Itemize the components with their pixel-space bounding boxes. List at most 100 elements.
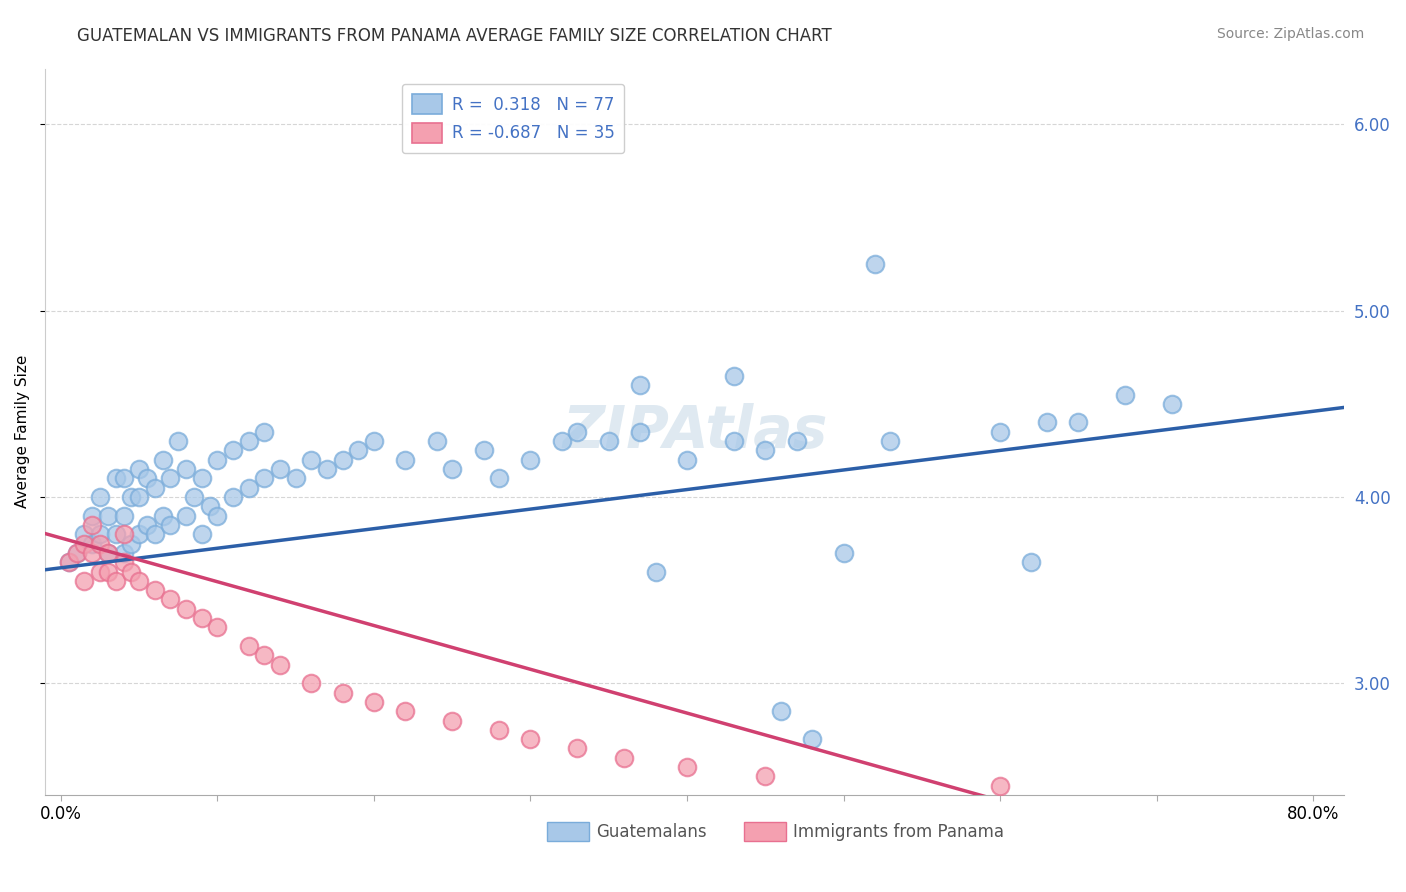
- Point: [723, 368, 745, 383]
- Point: [676, 760, 699, 774]
- Point: [519, 732, 541, 747]
- Point: [426, 434, 449, 449]
- Point: [1161, 397, 1184, 411]
- Point: [136, 517, 159, 532]
- Point: [441, 462, 464, 476]
- Point: [551, 434, 574, 449]
- Point: [112, 508, 135, 523]
- Point: [299, 676, 322, 690]
- Point: [269, 657, 291, 672]
- Point: [832, 546, 855, 560]
- Point: [222, 490, 245, 504]
- Point: [73, 536, 96, 550]
- Point: [488, 723, 510, 737]
- Point: [754, 443, 776, 458]
- Point: [628, 378, 651, 392]
- Point: [120, 490, 142, 504]
- Point: [754, 769, 776, 783]
- Point: [253, 471, 276, 485]
- Point: [104, 471, 127, 485]
- Point: [143, 481, 166, 495]
- Point: [347, 443, 370, 458]
- Point: [104, 527, 127, 541]
- Point: [207, 508, 229, 523]
- Point: [89, 527, 111, 541]
- Point: [332, 452, 354, 467]
- Point: [97, 565, 120, 579]
- Point: [1021, 555, 1043, 569]
- Legend: R =  0.318   N = 77, R = -0.687   N = 35: R = 0.318 N = 77, R = -0.687 N = 35: [402, 84, 624, 153]
- Point: [97, 508, 120, 523]
- Point: [723, 434, 745, 449]
- Point: [152, 452, 174, 467]
- Text: ZIPAtlas: ZIPAtlas: [562, 403, 828, 460]
- Point: [567, 741, 589, 756]
- Point: [97, 546, 120, 560]
- Point: [120, 565, 142, 579]
- Point: [598, 434, 620, 449]
- Text: Guatemalans: Guatemalans: [596, 822, 707, 840]
- Point: [567, 425, 589, 439]
- Point: [1114, 387, 1136, 401]
- Point: [174, 601, 197, 615]
- Point: [128, 527, 150, 541]
- Point: [284, 471, 307, 485]
- Point: [82, 546, 104, 560]
- Point: [82, 517, 104, 532]
- Point: [159, 592, 181, 607]
- Point: [174, 508, 197, 523]
- Point: [269, 462, 291, 476]
- Point: [89, 490, 111, 504]
- Point: [152, 508, 174, 523]
- Point: [222, 443, 245, 458]
- Point: [183, 490, 205, 504]
- Text: Immigrants from Panama: Immigrants from Panama: [793, 822, 1004, 840]
- Point: [191, 527, 214, 541]
- Point: [253, 648, 276, 663]
- Point: [97, 546, 120, 560]
- Point: [394, 704, 416, 718]
- Point: [238, 481, 260, 495]
- Point: [89, 536, 111, 550]
- Point: [112, 471, 135, 485]
- Point: [207, 620, 229, 634]
- Point: [238, 639, 260, 653]
- Point: [644, 565, 666, 579]
- Point: [159, 517, 181, 532]
- Point: [112, 527, 135, 541]
- Point: [73, 527, 96, 541]
- Point: [316, 462, 339, 476]
- Point: [472, 443, 495, 458]
- Point: [73, 574, 96, 588]
- Point: [879, 434, 901, 449]
- Point: [613, 751, 636, 765]
- Point: [128, 490, 150, 504]
- Point: [128, 574, 150, 588]
- Point: [863, 257, 886, 271]
- Point: [191, 471, 214, 485]
- Point: [1067, 416, 1090, 430]
- Point: [253, 425, 276, 439]
- Point: [167, 434, 190, 449]
- Point: [191, 611, 214, 625]
- Point: [82, 508, 104, 523]
- Point: [676, 452, 699, 467]
- Point: [58, 555, 80, 569]
- Text: GUATEMALAN VS IMMIGRANTS FROM PANAMA AVERAGE FAMILY SIZE CORRELATION CHART: GUATEMALAN VS IMMIGRANTS FROM PANAMA AVE…: [77, 27, 832, 45]
- Point: [128, 462, 150, 476]
- Text: Source: ZipAtlas.com: Source: ZipAtlas.com: [1216, 27, 1364, 41]
- Point: [120, 536, 142, 550]
- Point: [1036, 416, 1059, 430]
- Y-axis label: Average Family Size: Average Family Size: [15, 355, 30, 508]
- Point: [363, 695, 385, 709]
- Point: [363, 434, 385, 449]
- Point: [441, 714, 464, 728]
- Point: [58, 555, 80, 569]
- Point: [143, 527, 166, 541]
- Point: [89, 565, 111, 579]
- Point: [207, 452, 229, 467]
- Point: [104, 574, 127, 588]
- Point: [299, 452, 322, 467]
- Point: [136, 471, 159, 485]
- Point: [519, 452, 541, 467]
